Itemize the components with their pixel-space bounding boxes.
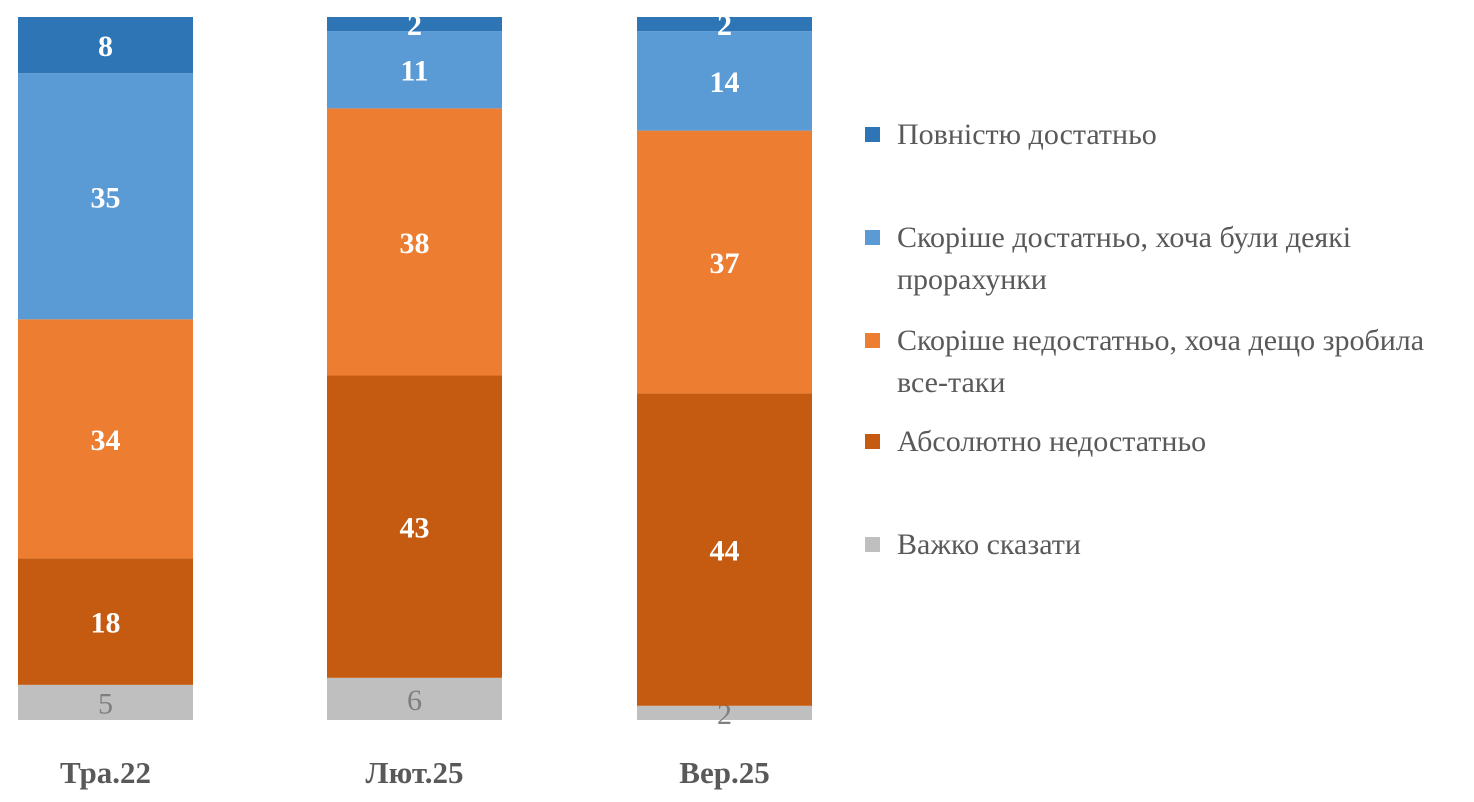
bar-segment [18, 73, 193, 320]
bar-segment [327, 108, 502, 376]
data-label: 38 [400, 227, 430, 260]
bar-segment [18, 17, 193, 74]
bar-segment [327, 31, 502, 109]
legend-label: Абсолютно недостатньо [897, 425, 1207, 458]
data-label: 37 [710, 247, 740, 280]
data-label: 14 [710, 66, 740, 99]
legend-item-fully-sufficient: Повністю достатньо [865, 114, 1467, 156]
legend-label: Скоріше недостатньо, хоча дещо зробила в… [897, 324, 1425, 399]
bar-segment [637, 130, 812, 394]
stacked-bar-chart: 5 18 34 35 8 Тра.22 6 43 38 11 2 Лют.25 2 44 37 14 2 Вер.… [18, 9, 812, 790]
legend-item-rather-insufficient: Скоріше недостатньо, хоча дещо зробила в… [865, 320, 1467, 404]
legend-item-absolutely-insufficient: Абсолютно недостатньо [865, 421, 1467, 463]
bar-segment [327, 375, 502, 678]
legend-label: Скоріше достатньо, хоча були деякі прора… [897, 221, 1352, 296]
data-label: 2 [717, 698, 732, 731]
legend-label: Повністю достатньо [897, 118, 1157, 151]
legend-swatch [865, 127, 880, 142]
legend-swatch [865, 333, 880, 348]
data-label: 6 [407, 684, 422, 717]
data-label: 34 [91, 424, 121, 457]
bar-segment [637, 17, 812, 32]
data-label: 5 [98, 687, 113, 720]
legend-swatch [865, 434, 880, 449]
data-label: 35 [91, 181, 121, 214]
legend-swatch [865, 230, 880, 245]
bar-segment [327, 17, 502, 32]
bar-segment [637, 31, 812, 131]
data-label: 2 [407, 9, 422, 42]
bar-segment [18, 319, 193, 559]
bar-segment [18, 684, 193, 720]
bar-segment [327, 677, 502, 720]
data-label: 44 [710, 535, 740, 568]
data-label: 8 [98, 30, 113, 63]
data-label: 43 [400, 512, 430, 545]
bar-segment [18, 558, 193, 685]
data-label: 11 [400, 55, 428, 88]
data-label: 18 [91, 607, 121, 640]
bar-segment [637, 705, 812, 720]
category-label: Лют.25 [365, 755, 463, 790]
legend-item-rather-sufficient: Скоріше достатньо, хоча були деякі прора… [865, 217, 1467, 301]
category-label: Вер.25 [679, 755, 769, 790]
legend-swatch [865, 537, 880, 552]
legend-item-hard-to-say: Важко сказати [865, 524, 1467, 566]
bar-segment [637, 393, 812, 706]
data-label: 2 [717, 9, 732, 42]
legend-label: Важко сказати [897, 528, 1081, 561]
category-label: Тра.22 [60, 755, 151, 790]
